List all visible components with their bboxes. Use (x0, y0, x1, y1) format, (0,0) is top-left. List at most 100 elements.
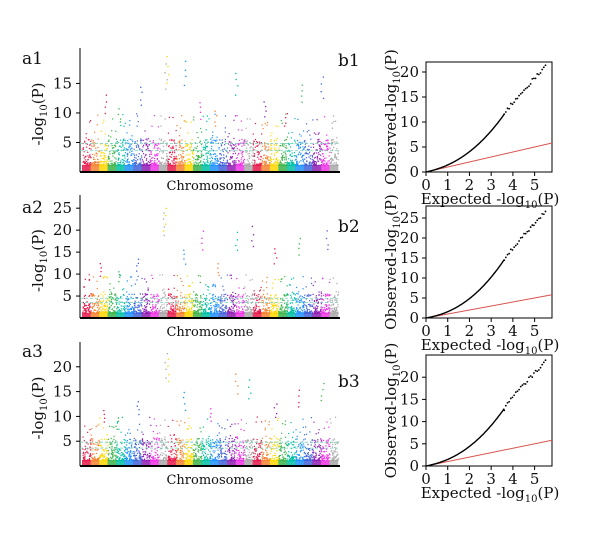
snp-point (102, 458, 104, 461)
snp-point (139, 312, 141, 314)
snp-point (120, 295, 122, 298)
snp-point (254, 164, 256, 167)
snp-point (159, 455, 161, 457)
snp-point (148, 459, 151, 461)
snp-point (204, 453, 207, 455)
snp-point (182, 439, 184, 441)
snp-point (106, 460, 108, 462)
snp-point (238, 143, 240, 145)
snp-point (176, 295, 179, 298)
snp-point (83, 309, 86, 311)
snp-point (206, 155, 208, 157)
snp-point (238, 306, 240, 308)
snp-point (276, 312, 278, 314)
snp-point (248, 163, 250, 165)
snp-point (195, 154, 198, 157)
snp-point (123, 147, 125, 149)
snp-point (157, 432, 159, 435)
snp-point (262, 145, 264, 148)
snp-point (207, 285, 209, 288)
snp-point (322, 159, 325, 161)
snp-point (195, 164, 197, 167)
snp-point (182, 284, 184, 287)
snp-point (124, 449, 126, 452)
snp-point (256, 299, 258, 302)
snp-point (118, 154, 121, 156)
snp-point (111, 144, 113, 147)
snp-point (178, 135, 181, 137)
snp-block (82, 312, 87, 318)
snp-point (93, 143, 95, 145)
snp-point (109, 151, 111, 153)
snp-point (108, 158, 110, 160)
snp-point (146, 444, 148, 447)
snp-point (264, 311, 266, 314)
snp-point (187, 446, 190, 448)
snp-point (95, 452, 98, 455)
snp-point (213, 162, 215, 164)
snp-point (139, 164, 141, 166)
snp-point (279, 307, 281, 309)
snp-point (166, 299, 168, 301)
snp-point (127, 299, 129, 301)
snp-point (140, 442, 142, 444)
snp-point (324, 308, 326, 311)
snp-point (239, 312, 241, 314)
snp-point (87, 155, 89, 157)
snp-point (252, 152, 254, 154)
snp-point (190, 310, 193, 312)
snp-point (102, 427, 105, 429)
snp-point (92, 142, 94, 144)
snp-point (335, 162, 337, 164)
snp-point (173, 434, 175, 436)
snp-point (158, 312, 161, 314)
snp-block (333, 312, 339, 318)
snp-point (203, 312, 205, 314)
snp-point (116, 443, 118, 445)
snp-point (115, 130, 117, 132)
snp-point (118, 309, 120, 312)
panel-label: a3 (22, 342, 43, 362)
snp-point (150, 152, 152, 154)
snp-point (141, 439, 144, 441)
snp-point (264, 308, 267, 310)
snp-point (125, 160, 127, 163)
peak-point (199, 102, 201, 104)
snp-point (167, 132, 170, 134)
snp-point (104, 308, 106, 310)
peak-point (184, 60, 187, 63)
snp-point (304, 146, 306, 149)
snp-point (131, 153, 133, 155)
snp-point (113, 449, 115, 451)
snp-point (214, 139, 216, 142)
snp-point (187, 132, 189, 134)
snp-point (200, 154, 203, 156)
snp-point (225, 308, 227, 310)
snp-point (137, 309, 139, 311)
snp-point (284, 164, 286, 167)
snp-point (281, 153, 283, 155)
snp-point (296, 164, 299, 167)
snp-point (129, 145, 131, 147)
snp-point (322, 153, 324, 155)
snp-point (157, 446, 159, 448)
snp-block (154, 164, 160, 172)
snp-block (150, 460, 155, 466)
snp-block (120, 164, 125, 172)
snp-point (180, 155, 183, 157)
snp-point (93, 309, 96, 312)
snp-point (302, 276, 304, 278)
snp-point (185, 307, 187, 309)
snp-point (104, 145, 106, 147)
snp-point (295, 163, 297, 166)
snp-point (224, 311, 226, 314)
snp-point (84, 312, 86, 314)
snp-point (190, 446, 192, 449)
snp-point (178, 439, 181, 442)
snp-point (309, 294, 311, 297)
snp-point (240, 163, 242, 165)
snp-point (310, 304, 312, 306)
snp-point (93, 162, 95, 164)
snp-point (260, 312, 262, 314)
snp-point (217, 453, 219, 455)
